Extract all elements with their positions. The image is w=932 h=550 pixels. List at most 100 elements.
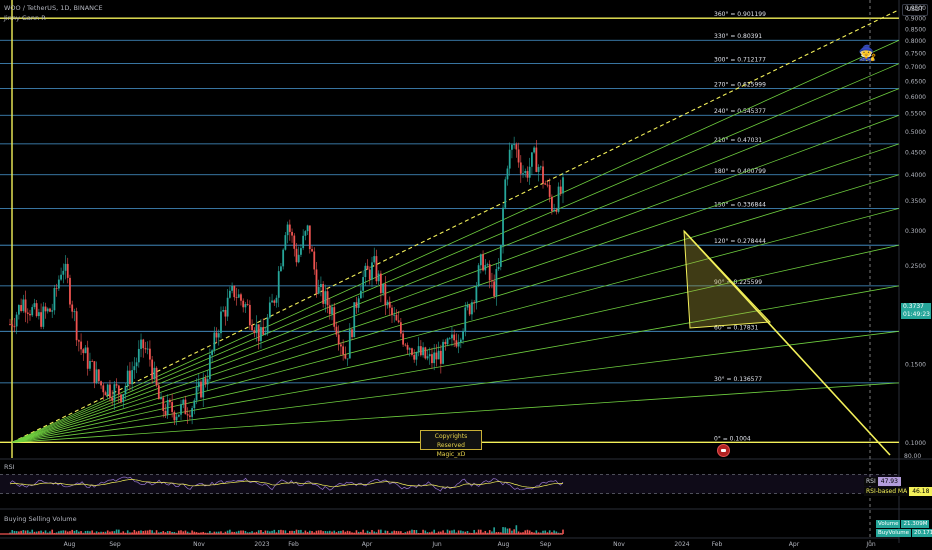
candle-body bbox=[535, 147, 538, 172]
candle-body bbox=[228, 290, 231, 298]
candle-body bbox=[86, 347, 89, 369]
candle-body bbox=[149, 348, 151, 360]
volume-bar bbox=[184, 530, 187, 534]
candle-body bbox=[113, 384, 116, 401]
gann-fan-ray-6 bbox=[11, 174, 900, 443]
volume-bar bbox=[553, 530, 555, 534]
last-price: 0.3737 bbox=[903, 303, 924, 310]
volume-bar bbox=[526, 529, 529, 534]
volume-bar bbox=[229, 529, 231, 534]
volume-bar bbox=[346, 530, 349, 534]
candle-body bbox=[131, 370, 134, 384]
candle-body bbox=[448, 338, 451, 340]
candle-body bbox=[346, 358, 349, 360]
volume-bar bbox=[275, 532, 278, 534]
volume-bar bbox=[335, 532, 338, 534]
candle-body bbox=[459, 339, 462, 343]
volume-bar bbox=[80, 531, 82, 534]
candle-body bbox=[291, 231, 293, 236]
candle-body bbox=[315, 269, 318, 294]
volume-bar bbox=[162, 531, 165, 534]
candle-body bbox=[73, 311, 76, 313]
volume-bar bbox=[118, 529, 120, 534]
candle-body bbox=[237, 294, 240, 298]
candle-body bbox=[391, 307, 393, 316]
candle-body bbox=[151, 359, 154, 380]
y-tick-label-13: 0.3000 bbox=[905, 228, 926, 235]
candle-body bbox=[324, 291, 327, 304]
rsi-value: 47.93 bbox=[877, 477, 901, 486]
volume-bar bbox=[233, 531, 236, 534]
candle-body bbox=[524, 171, 527, 174]
logo-badge-icon bbox=[717, 444, 730, 457]
candle-body bbox=[344, 354, 347, 359]
rsi-label: RSI bbox=[864, 477, 878, 486]
candle-body bbox=[253, 330, 256, 334]
candle-body bbox=[395, 314, 398, 321]
candle-body bbox=[106, 384, 109, 396]
candle-body bbox=[562, 177, 564, 194]
volume-bar bbox=[169, 531, 171, 534]
candle-body bbox=[171, 402, 174, 412]
candle-body bbox=[477, 265, 480, 286]
candle-body bbox=[268, 302, 271, 318]
volume-bar bbox=[535, 530, 538, 534]
candle-body bbox=[22, 299, 25, 312]
indicator-title: Jinny Gann R bbox=[4, 14, 46, 22]
x-tick-label-8: Sep bbox=[540, 541, 552, 548]
volume-bar bbox=[215, 531, 218, 534]
volume-bar bbox=[31, 529, 34, 534]
candle-body bbox=[411, 348, 413, 355]
volume-value: 21.309M bbox=[901, 520, 930, 528]
volume-bar bbox=[235, 531, 238, 534]
volume-bar bbox=[437, 531, 440, 534]
candle-body bbox=[208, 355, 211, 380]
volume-bar bbox=[520, 532, 522, 534]
volume-bar bbox=[466, 531, 469, 534]
candle-body bbox=[166, 399, 169, 416]
y-tick-label-17: 0.1000 bbox=[905, 440, 926, 447]
candle-body bbox=[197, 381, 200, 388]
volume-bar bbox=[393, 530, 396, 534]
y-tick-label-9: 0.5000 bbox=[905, 129, 926, 136]
volume-bar bbox=[153, 532, 156, 534]
candle-body bbox=[462, 331, 464, 340]
candle-body bbox=[468, 304, 471, 315]
candle-body bbox=[497, 266, 500, 270]
candle-body bbox=[495, 269, 498, 297]
volume-bar bbox=[522, 532, 524, 534]
volume-bar bbox=[348, 531, 351, 534]
candle-body bbox=[519, 162, 522, 174]
candle-body bbox=[548, 184, 551, 197]
candle-body bbox=[277, 271, 280, 298]
volume-bar bbox=[171, 531, 173, 534]
candle-body bbox=[280, 266, 282, 272]
currency-selector[interactable]: USDT bbox=[902, 4, 928, 16]
candle-body bbox=[342, 346, 345, 355]
volume-bar bbox=[33, 531, 36, 534]
candle-body bbox=[297, 254, 300, 263]
candle-body bbox=[484, 265, 487, 271]
candle-body bbox=[102, 385, 105, 393]
rsi-ma-label: RSI-based MA bbox=[864, 487, 910, 496]
buy-volume-value: 20.171M bbox=[911, 529, 932, 537]
candle-body bbox=[451, 334, 453, 339]
candle-body bbox=[555, 209, 558, 212]
candle-body bbox=[331, 307, 333, 315]
volume-bar bbox=[484, 530, 487, 534]
candle-body bbox=[388, 301, 391, 308]
gann-fan-ray-9 bbox=[11, 285, 900, 443]
candle-body bbox=[508, 149, 511, 169]
volume-bar bbox=[104, 531, 107, 534]
volume-bar bbox=[424, 530, 427, 534]
candle-body bbox=[408, 348, 411, 350]
candle-body bbox=[311, 249, 313, 252]
volume-bar bbox=[462, 531, 464, 534]
volume-bar bbox=[142, 531, 145, 534]
volume-bar bbox=[331, 531, 333, 534]
candle-body bbox=[231, 285, 233, 291]
gann-level-label-0: 360° = 0.901199 bbox=[714, 11, 766, 18]
candle-body bbox=[62, 270, 65, 275]
